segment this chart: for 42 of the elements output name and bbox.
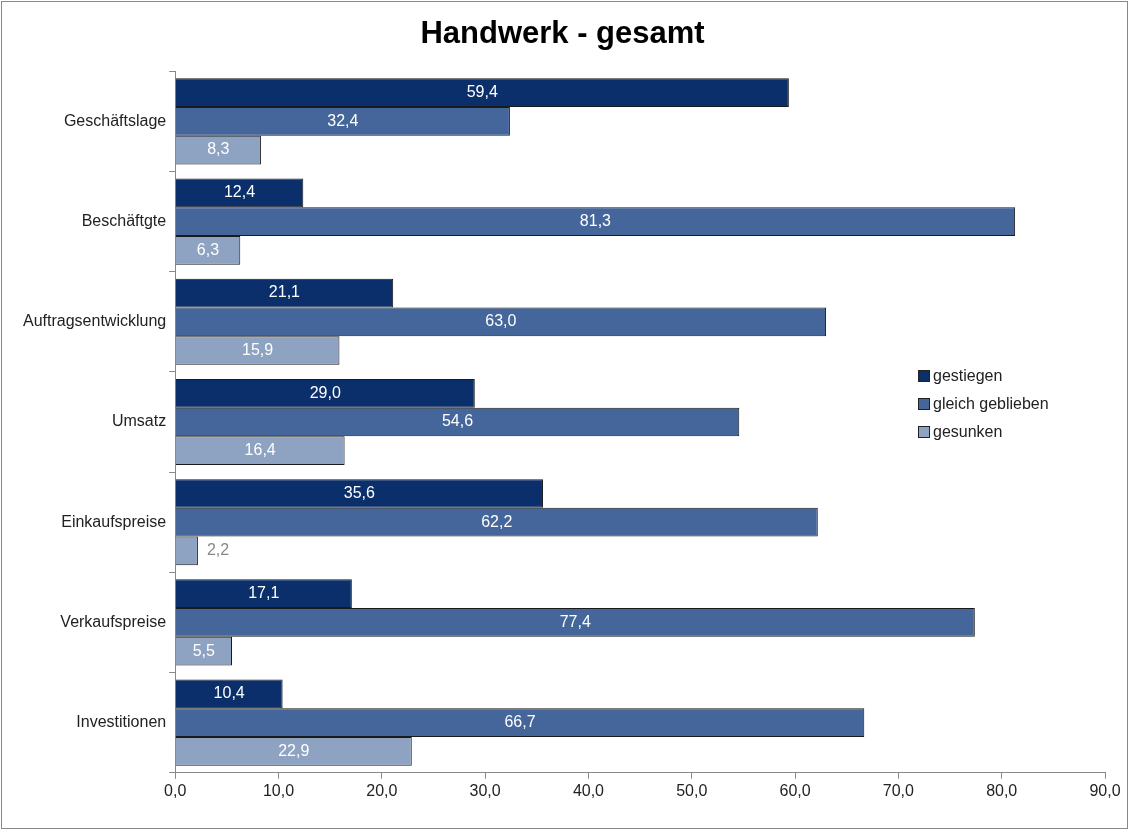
data-label: 6,3	[196, 240, 220, 258]
legend-label: gestiegen	[933, 367, 1003, 385]
data-label: 16,4	[244, 441, 276, 459]
data-label: 77,4	[559, 612, 591, 630]
data-label: 62,2	[481, 512, 513, 530]
data-label: 8,3	[207, 140, 230, 158]
y-tick-label: Investitionen	[76, 713, 167, 731]
x-tick-label: 60,0	[779, 781, 811, 799]
x-tick-label: 20,0	[366, 781, 398, 799]
x-tick-label: 80,0	[986, 781, 1018, 799]
x-tick-label: 70,0	[882, 781, 915, 799]
data-label: 22,9	[278, 741, 310, 759]
legend-label: gleich geblieben	[933, 395, 1049, 413]
y-tick-label: Auftragsentwicklung	[23, 312, 167, 330]
data-label: 66,7	[504, 713, 536, 731]
y-tick-label: Umsatz	[111, 412, 167, 430]
data-label: 10,4	[213, 684, 245, 702]
legend-label: gesunken	[933, 423, 1003, 441]
data-label: 54,6	[441, 412, 474, 430]
x-tick-label: 10,0	[262, 781, 295, 799]
y-tick-label: Beschäftgte	[81, 211, 167, 229]
data-label: 17,1	[248, 584, 280, 602]
data-label: 12,4	[223, 183, 256, 201]
data-label: 81,3	[579, 211, 612, 229]
data-label: 59,4	[466, 82, 498, 100]
x-tick-label: 30,0	[469, 781, 501, 799]
chart-title: Handwerk - gesamt	[420, 15, 705, 51]
data-label: 15,9	[242, 340, 274, 358]
data-label: 21,1	[268, 283, 301, 301]
data-label: 63,0	[485, 312, 517, 330]
data-label: 2,2	[206, 541, 230, 559]
y-tick-label: Geschäftslage	[63, 111, 167, 129]
data-label: 5,5	[192, 641, 216, 659]
y-tick-label: Einkaufspreise	[61, 512, 167, 530]
data-label: 32,4	[327, 111, 359, 129]
data-label: 35,6	[343, 483, 376, 501]
y-tick-label: Verkaufspreise	[60, 612, 167, 630]
x-tick-label: 50,0	[676, 781, 708, 799]
x-tick-label: 0,0	[164, 781, 187, 799]
x-tick-label: 90,0	[1089, 781, 1121, 799]
data-label: 29,0	[309, 383, 341, 401]
x-tick-label: 40,0	[572, 781, 605, 799]
